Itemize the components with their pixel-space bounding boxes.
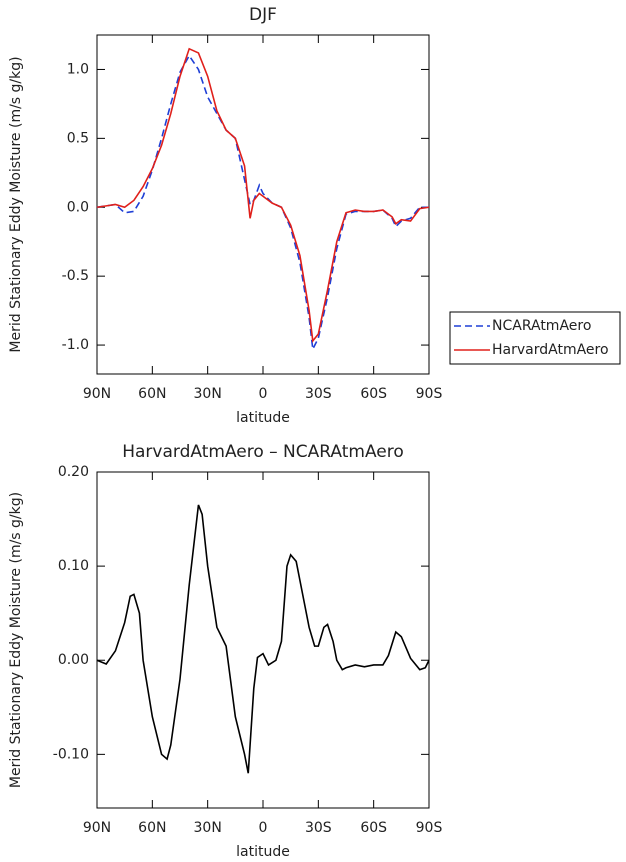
x-tick-label: 60S (360, 386, 387, 402)
x-tick-label: 30N (194, 386, 222, 402)
plot-frame (96, 34, 430, 375)
x-tick-label: 30N (194, 820, 222, 836)
x-tick-label: 30S (305, 820, 332, 836)
y-tick-label: -1.0 (62, 337, 89, 353)
y-tick-label: 0.0 (67, 199, 89, 215)
chart-title: DJF (249, 5, 277, 25)
y-tick-label: -0.10 (53, 746, 89, 762)
chart-title: HarvardAtmAero – NCARAtmAero (122, 442, 404, 462)
y-tick-label: 0.00 (58, 652, 89, 668)
x-tick-label: 0 (259, 820, 268, 836)
y-tick-label: 0.5 (67, 130, 89, 146)
x-tick-label: 60N (138, 386, 166, 402)
data-line (96, 504, 430, 774)
y-axis-label: Merid Stationary Eddy Moisture (m/s g/kg… (8, 492, 24, 788)
x-tick-label: 30S (305, 386, 332, 402)
x-tick-label: 60S (360, 820, 387, 836)
plot-frame (96, 471, 430, 809)
data-line (96, 54, 429, 352)
y-tick-label: 1.0 (67, 61, 89, 77)
y-tick-label: 0.20 (58, 464, 89, 480)
x-tick-label: 60N (138, 820, 166, 836)
x-axis-label: latitude (236, 410, 290, 426)
y-tick-label: -0.5 (62, 268, 89, 284)
x-axis-label: latitude (236, 844, 290, 860)
x-tick-label: 90N (83, 820, 111, 836)
y-axis-label: Merid Stationary Eddy Moisture (m/s g/kg… (8, 56, 24, 352)
x-tick-label: 0 (259, 386, 268, 402)
x-tick-label: 90N (83, 386, 111, 402)
x-tick-label: 90S (416, 386, 443, 402)
x-tick-label: 90S (416, 820, 443, 836)
y-tick-label: 0.10 (58, 558, 89, 574)
legend-label: HarvardAtmAero (492, 342, 609, 358)
legend-frame (449, 311, 621, 365)
legend-label: NCARAtmAero (492, 318, 591, 334)
data-line (96, 47, 430, 343)
